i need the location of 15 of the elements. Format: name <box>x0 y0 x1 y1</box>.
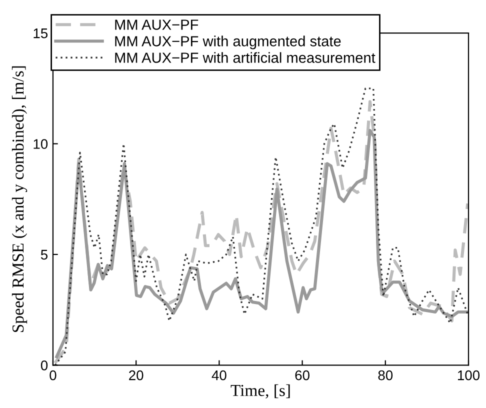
legend-label: MM AUX−PF with augmented state <box>115 36 341 50</box>
y-tick-label: 0 <box>40 360 48 370</box>
x-tick-label: 60 <box>295 370 310 380</box>
x-tick-label: 80 <box>378 370 393 380</box>
x-tick-label: 20 <box>129 370 144 380</box>
x-tick-label: 100 <box>458 370 480 380</box>
x-axis-title: Time, [s] <box>230 384 290 398</box>
y-tick-label: 5 <box>40 250 48 260</box>
x-tick-label: 0 <box>50 370 56 380</box>
x-tick-label: 40 <box>212 370 226 380</box>
y-tick-label: 15 <box>34 28 48 38</box>
legend-label: MM AUX−PF <box>115 20 198 30</box>
legend-label: MM AUX−PF with artificial measurement <box>115 52 376 63</box>
y-tick-label: 10 <box>34 139 48 149</box>
y-axis-title: Speed RMSE (x and y combined), [m/s] <box>12 66 28 332</box>
